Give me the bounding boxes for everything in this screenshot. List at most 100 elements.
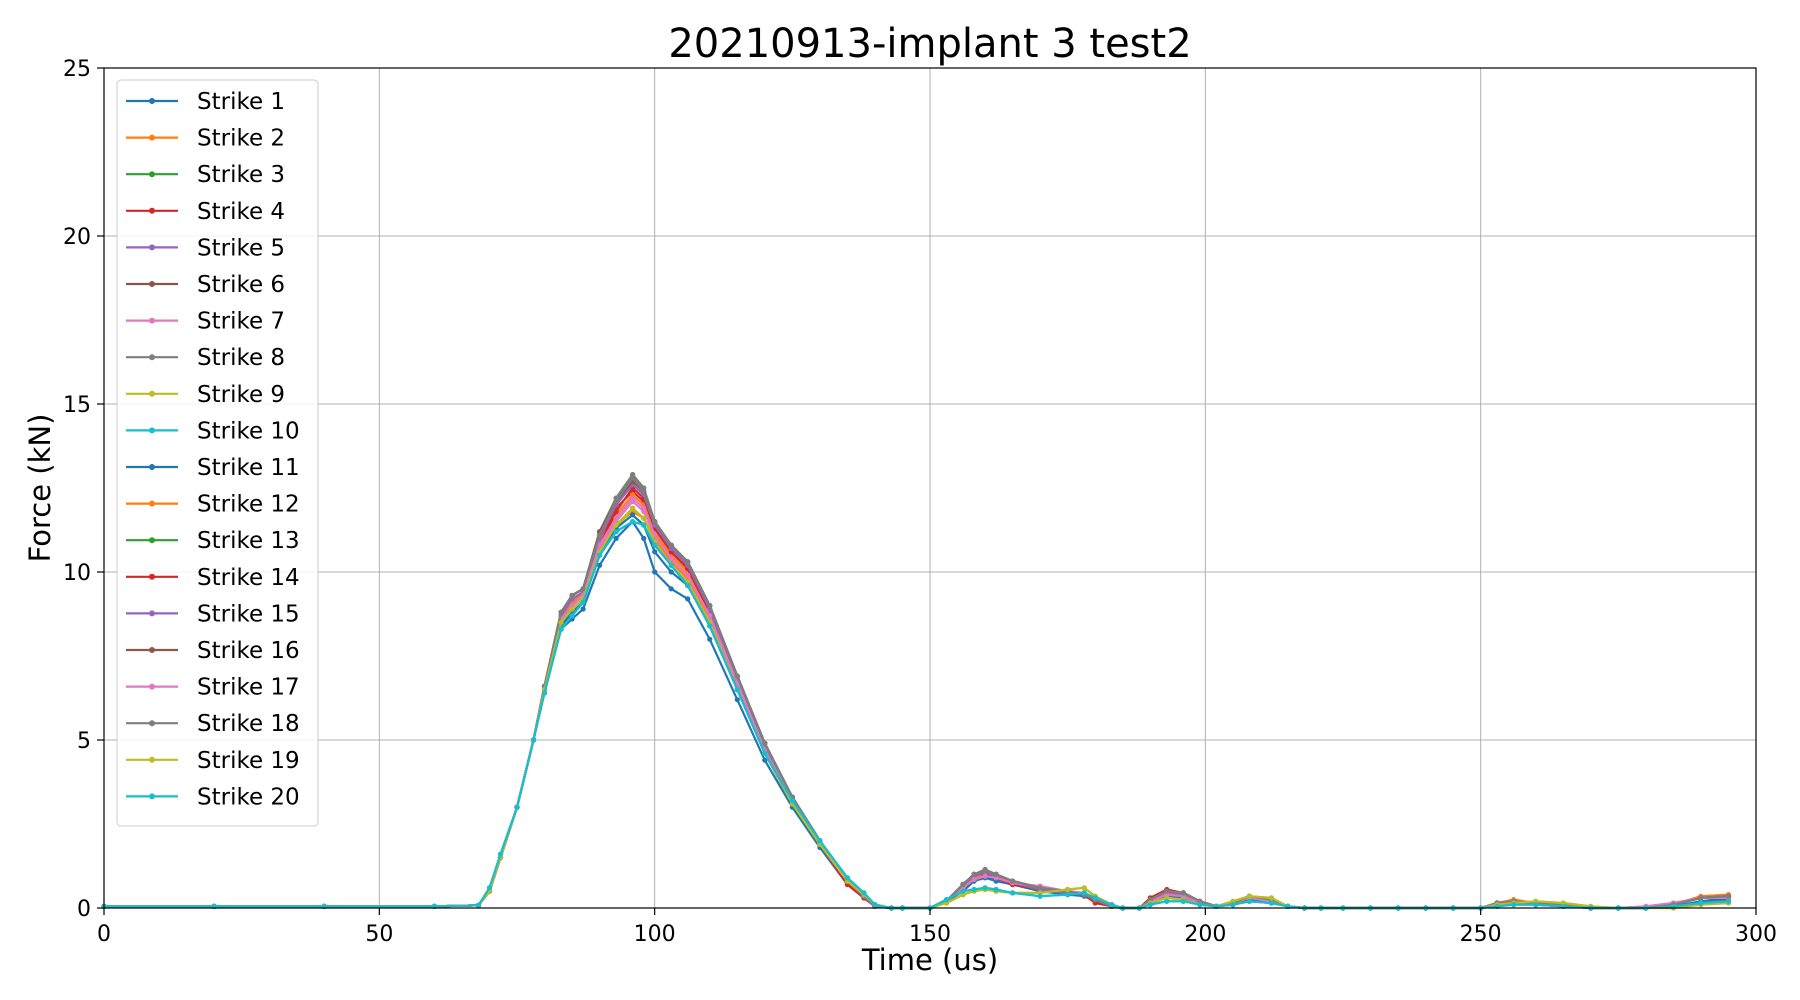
data-point	[734, 697, 740, 703]
data-point	[861, 890, 867, 896]
data-point	[1511, 902, 1517, 908]
legend-item: Strike 19	[126, 748, 300, 774]
legend-item: Strike 7	[126, 309, 285, 335]
legend-marker	[149, 464, 155, 470]
legend-item: Strike 10	[126, 418, 300, 444]
data-point	[1246, 898, 1252, 904]
data-point	[613, 508, 619, 515]
legend-item: Strike 4	[126, 199, 285, 225]
data-point	[1081, 890, 1087, 896]
legend-marker	[149, 793, 155, 800]
legend-label: Strike 10	[197, 418, 300, 444]
data-point	[685, 572, 691, 579]
legend-item: Strike 13	[126, 528, 300, 554]
legend-marker	[149, 390, 155, 397]
x-tick-label: 300	[1735, 922, 1777, 947]
y-tick-label: 20	[63, 225, 91, 250]
legend-marker	[149, 354, 155, 361]
data-point	[1109, 902, 1115, 908]
legend-label: Strike 1	[197, 89, 285, 115]
data-point	[668, 556, 674, 562]
data-point	[668, 569, 674, 575]
data-point	[1065, 892, 1071, 898]
data-point	[613, 529, 619, 535]
data-point	[668, 562, 674, 568]
data-point	[762, 757, 768, 763]
data-point	[707, 623, 713, 629]
legend-label: Strike 18	[197, 711, 300, 737]
data-point	[652, 569, 658, 575]
data-point	[1092, 895, 1098, 901]
legend-label: Strike 6	[197, 272, 285, 298]
data-point	[762, 750, 768, 757]
legend-marker	[149, 427, 155, 434]
data-point	[1081, 885, 1087, 891]
legend-marker	[149, 98, 155, 104]
data-point	[641, 522, 647, 528]
data-point	[486, 885, 493, 891]
data-point	[685, 582, 691, 589]
data-point	[641, 488, 647, 494]
data-point	[558, 609, 564, 615]
legend-label: Strike 19	[197, 748, 300, 774]
legend-item: Strike 16	[126, 638, 300, 664]
legend-marker	[149, 171, 155, 178]
data-point	[734, 673, 740, 679]
data-point	[872, 902, 878, 908]
data-point	[1725, 898, 1732, 904]
data-point	[597, 562, 603, 568]
data-point	[668, 586, 674, 592]
data-point	[652, 532, 658, 538]
data-point	[580, 586, 586, 592]
legend-label: Strike 16	[197, 638, 300, 664]
data-point	[982, 868, 988, 874]
data-point	[1065, 886, 1071, 893]
data-point	[652, 519, 658, 525]
data-point	[630, 512, 636, 518]
data-point	[580, 599, 586, 605]
legend-box	[116, 79, 319, 827]
legend-label: Strike 7	[197, 309, 285, 335]
y-tick-label: 15	[63, 393, 91, 418]
data-point	[982, 873, 988, 879]
legend-item: Strike 2	[126, 126, 285, 152]
data-point	[993, 886, 999, 893]
legend-marker	[149, 244, 155, 251]
data-point	[652, 542, 658, 548]
data-point	[960, 881, 966, 888]
data-point	[475, 902, 482, 908]
legend-label: Strike 2	[197, 126, 285, 152]
data-point	[1164, 888, 1170, 894]
data-point	[630, 505, 636, 511]
data-point	[630, 475, 636, 481]
legend-marker	[149, 683, 155, 690]
data-point	[641, 535, 647, 542]
legend-item: Strike 11	[126, 455, 300, 481]
legend-label: Strike 20	[197, 784, 300, 810]
legend-marker	[149, 720, 155, 727]
legend-marker	[149, 281, 155, 287]
data-point	[1147, 902, 1153, 908]
data-point	[613, 498, 619, 504]
x-tick-label: 250	[1460, 922, 1502, 947]
legend-label: Strike 9	[197, 382, 285, 408]
legend-item: Strike 12	[126, 492, 300, 518]
data-point	[971, 876, 977, 883]
legend-marker	[149, 134, 155, 141]
data-point	[569, 613, 575, 619]
data-point	[569, 592, 575, 599]
data-point	[1010, 878, 1016, 884]
legend-label: Strike 14	[197, 565, 300, 591]
data-point	[971, 871, 977, 878]
data-point	[993, 871, 999, 878]
data-point	[971, 886, 977, 893]
data-point	[541, 690, 548, 696]
data-point	[707, 636, 713, 642]
legend-item: Strike 1	[126, 89, 285, 115]
y-tick-label: 10	[63, 561, 91, 586]
y-tick-label: 0	[77, 897, 91, 922]
data-point	[707, 613, 713, 619]
data-point	[1725, 893, 1732, 899]
legend-label: Strike 4	[197, 199, 285, 225]
data-point	[613, 515, 619, 521]
